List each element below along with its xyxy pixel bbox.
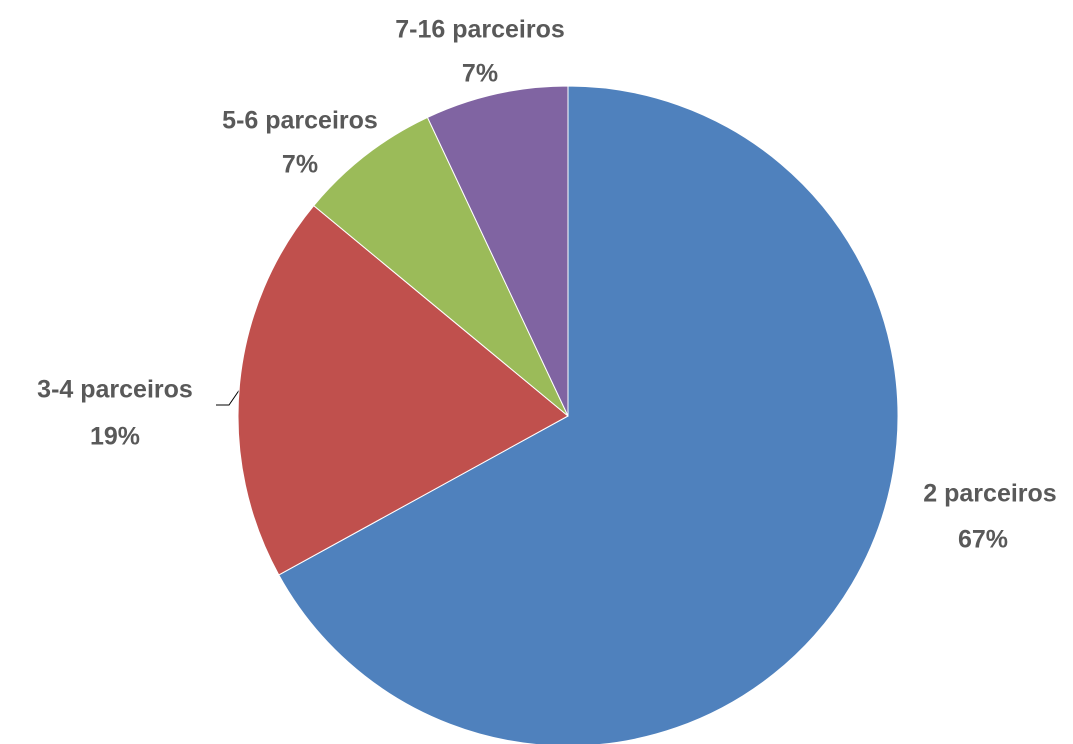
pie-slice [278,85,899,744]
leader-line [216,388,241,406]
slice-label: 3-4 parceiros [37,376,193,404]
slice-value-label: 67% [958,526,1008,554]
slice-value-label: 7% [462,60,498,88]
slice-value-label: 19% [90,423,140,451]
slice-value-label: 7% [282,151,318,179]
pie-slice [237,204,569,576]
slice-label: 5-6 parceiros [222,107,378,135]
pie-slice [426,85,569,417]
pie-slice [313,116,569,417]
slice-label: 7-16 parceiros [395,16,565,44]
slice-label: 2 parceiros [923,480,1056,508]
